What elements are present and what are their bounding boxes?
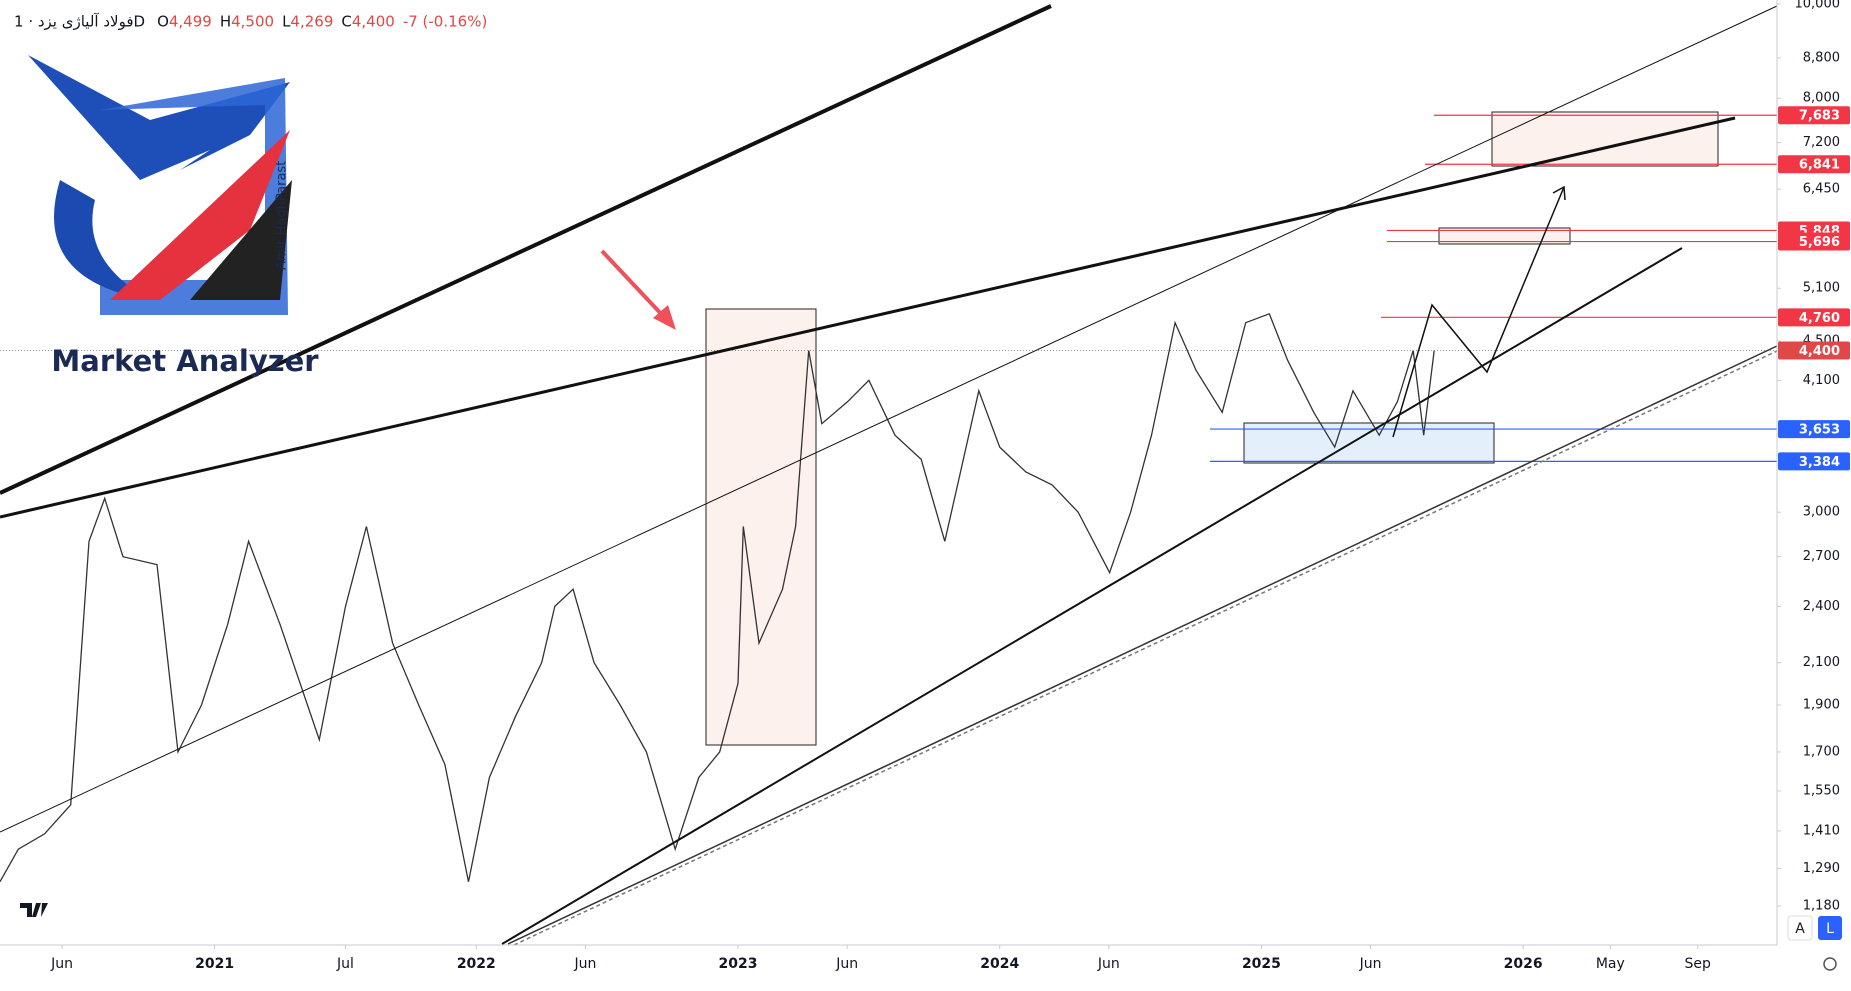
x-tick-label: 2024 xyxy=(980,956,1019,972)
support-box xyxy=(1243,422,1495,464)
tv-mark xyxy=(20,903,48,917)
x-tick-label: 2021 xyxy=(195,956,234,972)
x-tick-label: 2026 xyxy=(1504,956,1543,972)
y-tick-label: 1,290 xyxy=(1803,861,1840,876)
logo-author: Amir HaghParast xyxy=(275,161,290,270)
y-tick-label: 10,000 xyxy=(1795,0,1841,11)
quote: O 4,499 H 4,500 L 4,269 C 4,400 -7 (-0.16%) xyxy=(157,13,487,31)
x-tick-label: Jun xyxy=(50,956,73,972)
trendline xyxy=(0,116,1736,519)
symbol: فولاد آلیاژی یزد · 1D xyxy=(14,13,145,31)
x-tick-label: 2023 xyxy=(719,956,758,972)
quote-key: C xyxy=(341,13,351,31)
price-label-box xyxy=(1778,420,1850,439)
y-tick-label: 1,180 xyxy=(1803,899,1840,914)
x-tick-label: Jun xyxy=(1097,956,1120,972)
quote-key: H xyxy=(220,13,231,31)
quote-key: O xyxy=(157,13,169,31)
log-button[interactable] xyxy=(1818,916,1842,940)
x-tick-label: Jun xyxy=(574,956,597,972)
y-tick-label: 1,900 xyxy=(1803,697,1840,712)
y-tick-label: 7,200 xyxy=(1803,135,1840,150)
quote-value: 4,500 xyxy=(231,13,274,31)
channel-line xyxy=(513,350,1778,946)
highlight-box xyxy=(705,308,817,746)
pointer-arrow-head xyxy=(653,305,676,330)
price-label: 4,760 xyxy=(1799,311,1840,326)
price-label-box xyxy=(1778,155,1850,174)
quote-key: L xyxy=(282,13,291,31)
auto-button[interactable] xyxy=(1787,915,1813,941)
quote-change: -7 (-0.16%) xyxy=(403,13,488,31)
price-label-box xyxy=(1778,106,1850,125)
tv-logo xyxy=(16,895,56,925)
price-label: 7,683 xyxy=(1799,109,1840,124)
series-layer xyxy=(0,114,1777,883)
price-line xyxy=(0,312,1435,883)
last-price-box xyxy=(1778,341,1850,360)
price-label: 3,653 xyxy=(1799,423,1840,438)
y-tick-label: 2,400 xyxy=(1803,599,1840,614)
price-label: 6,841 xyxy=(1799,158,1840,173)
y-tick-label: 2,100 xyxy=(1803,655,1840,670)
x-tick-label: Jun xyxy=(835,956,858,972)
arrow-head xyxy=(1552,185,1566,201)
x-tick-label: 2022 xyxy=(457,956,496,972)
channel-line xyxy=(507,345,1778,945)
scale-buttons: A L xyxy=(1787,915,1842,971)
price-label-box xyxy=(1778,232,1850,251)
drawings xyxy=(705,111,1719,746)
auto-label[interactable]: A xyxy=(1795,921,1805,937)
target-box xyxy=(1491,111,1719,167)
y-tick-label: 1,550 xyxy=(1803,783,1840,798)
y-tick-label: 1,410 xyxy=(1803,823,1840,838)
y-tick-label: 5,100 xyxy=(1803,281,1840,296)
x-tick-label: Sep xyxy=(1685,956,1712,972)
logo: Market Analyzer Amir HaghParast xyxy=(28,55,319,378)
log-label[interactable]: L xyxy=(1826,921,1834,937)
x-tick-label: Jul xyxy=(336,956,354,972)
price-label-box xyxy=(1778,308,1850,327)
logo-swoosh-black xyxy=(190,180,292,300)
logo-swoosh xyxy=(54,180,150,300)
logo-title: Market Analyzer xyxy=(51,344,319,378)
trendline xyxy=(0,4,1052,495)
settings-icon[interactable] xyxy=(1823,957,1837,971)
x-tick-label: 2025 xyxy=(1242,956,1281,972)
trendline xyxy=(501,247,1683,945)
axes: 10,000 8,800 8,000 7,200 6,450 5,100 4,500 4,10… xyxy=(50,0,1850,972)
y-tick-label: 8,800 xyxy=(1803,50,1840,65)
trendline xyxy=(0,5,1778,833)
y-tick-label: 2,700 xyxy=(1803,549,1840,564)
trendlines xyxy=(0,4,1778,946)
target-box xyxy=(1438,227,1571,245)
x-tick-label: Jun xyxy=(1359,956,1382,972)
logo-wing xyxy=(28,55,290,180)
quote-value: 4,269 xyxy=(290,13,333,31)
pointer-arrow xyxy=(600,249,667,320)
quote-value: 4,400 xyxy=(352,13,395,31)
price-label-box xyxy=(1778,452,1850,471)
y-tick-label: 6,450 xyxy=(1803,182,1840,197)
y-tick-label: 1,700 xyxy=(1803,744,1840,759)
projection-path xyxy=(1392,186,1565,438)
price-label: 5,696 xyxy=(1799,235,1840,250)
last-price-label: 4,400 xyxy=(1799,344,1840,359)
x-tick-label: May xyxy=(1596,956,1625,972)
y-tick-label: 4,100 xyxy=(1803,373,1840,388)
logo-swoosh-red xyxy=(110,130,290,300)
y-tick-label: 3,000 xyxy=(1803,505,1840,520)
price-label: 3,384 xyxy=(1799,455,1840,470)
quote-value: 4,499 xyxy=(169,13,212,31)
y-tick-label: 8,000 xyxy=(1803,91,1840,106)
header: فولاد آلیاژی یزد · 1D O 4,499 H 4,500 L 4,269… xyxy=(14,13,487,31)
